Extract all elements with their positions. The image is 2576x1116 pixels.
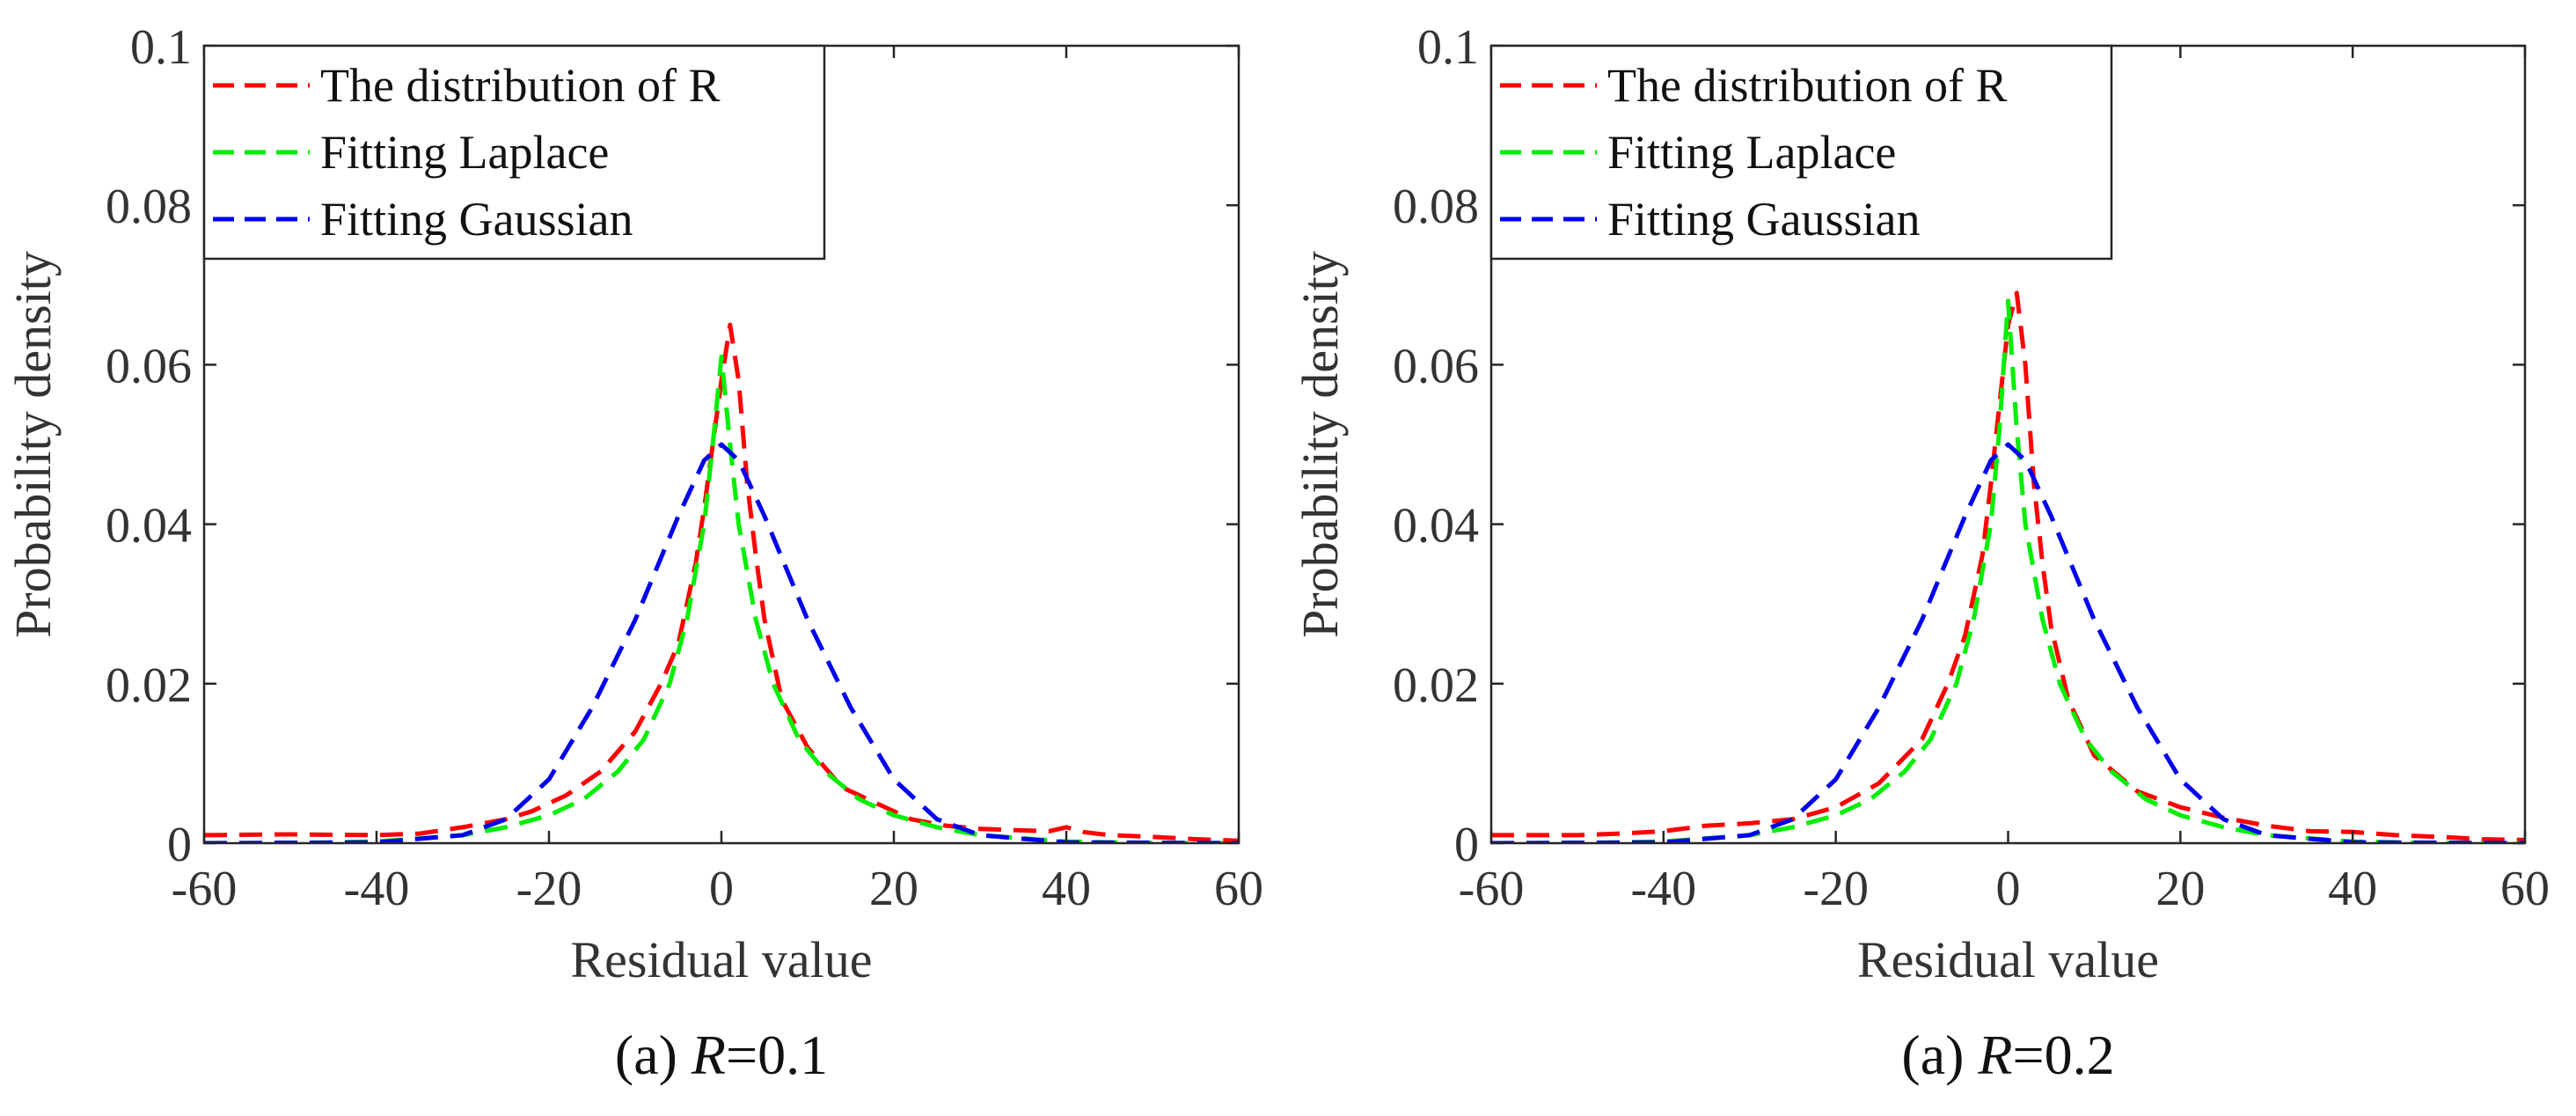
y-tick-label: 0: [167, 818, 192, 872]
x-axis-label: Residual value: [570, 931, 872, 988]
legend-label: Fitting Gaussian: [320, 193, 633, 246]
legend-box: [202, 44, 826, 261]
legend: The distribution of R Fitting Laplace Fitt…: [1489, 44, 2113, 261]
x-tick-label: 20: [2155, 862, 2205, 916]
x-tick-label: 40: [1042, 862, 1091, 916]
y-axis-label: Probability density: [4, 251, 62, 638]
series-line-laplace: [1491, 298, 2525, 843]
x-tick-label: 20: [869, 862, 918, 916]
y-tick-label: 0.04: [106, 499, 192, 554]
caption-variable: R: [1977, 1024, 2012, 1086]
x-tick-label: 0: [709, 862, 734, 916]
caption-prefix: (a): [615, 1024, 692, 1086]
y-tick-label: 0.06: [1393, 339, 1479, 393]
legend-box: [1489, 44, 2113, 261]
y-tick-label: 0.08: [1393, 180, 1479, 234]
panel-caption: (a) R=0.2: [1901, 1024, 2114, 1086]
chart-panel-2: -60 -40 -20 0 20 40 60 0 0.02 0.04 0.06 0.08 0.1 Resi…: [1292, 20, 2550, 1086]
y-tick-label: 0.06: [106, 339, 192, 393]
y-tick-label: 0.02: [106, 658, 192, 713]
legend-label: Fitting Laplace: [320, 126, 609, 179]
x-tick-label: 40: [2328, 862, 2377, 916]
x-axis-label: Residual value: [1857, 931, 2159, 988]
caption-variable: R: [691, 1024, 726, 1086]
caption-value: =0.1: [726, 1024, 828, 1086]
x-tick-label: -20: [516, 862, 582, 916]
x-tick-label: -20: [1803, 862, 1869, 916]
y-tick-label: 0.08: [106, 180, 192, 234]
y-axis-label: Probability density: [1292, 251, 1349, 638]
x-tick-label: 0: [1996, 862, 2021, 916]
series-line-laplace: [204, 354, 1239, 843]
x-tick-label: 60: [1214, 862, 1263, 916]
series-line-gaussian: [204, 442, 1239, 843]
x-tick-label: -60: [1459, 862, 1525, 916]
x-tick-label: -40: [344, 862, 410, 916]
x-tick-label: -40: [1631, 862, 1697, 916]
y-tick-label: 0: [1454, 818, 1479, 872]
legend: The distribution of R Fitting Laplace Fitt…: [202, 44, 826, 261]
y-tick-label: 0.02: [1393, 658, 1479, 713]
series-line-gaussian: [1491, 442, 2525, 843]
legend-label: The distribution of R: [1607, 59, 2007, 112]
series-line-distribution: [204, 322, 1239, 843]
series-line-distribution: [1491, 290, 2525, 842]
y-tick-label: 0.1: [130, 20, 192, 75]
x-tick-label: -60: [172, 862, 238, 916]
caption-prefix: (a): [1901, 1024, 1978, 1086]
chart-panel-1: -60 -40 -20 0 20 40 60 0 0.02 0.04 0.06 0.08 0.1 Resi…: [4, 20, 1263, 1086]
x-tick-label: 60: [2500, 862, 2550, 916]
legend-label: Fitting Gaussian: [1607, 193, 1921, 246]
caption-value: =0.2: [2013, 1024, 2115, 1086]
legend-label: The distribution of R: [320, 59, 720, 112]
y-tick-label: 0.04: [1393, 499, 1479, 554]
y-tick-label: 0.1: [1417, 20, 1479, 75]
panel-caption: (a) R=0.1: [615, 1024, 828, 1086]
legend-label: Fitting Laplace: [1607, 126, 1896, 179]
